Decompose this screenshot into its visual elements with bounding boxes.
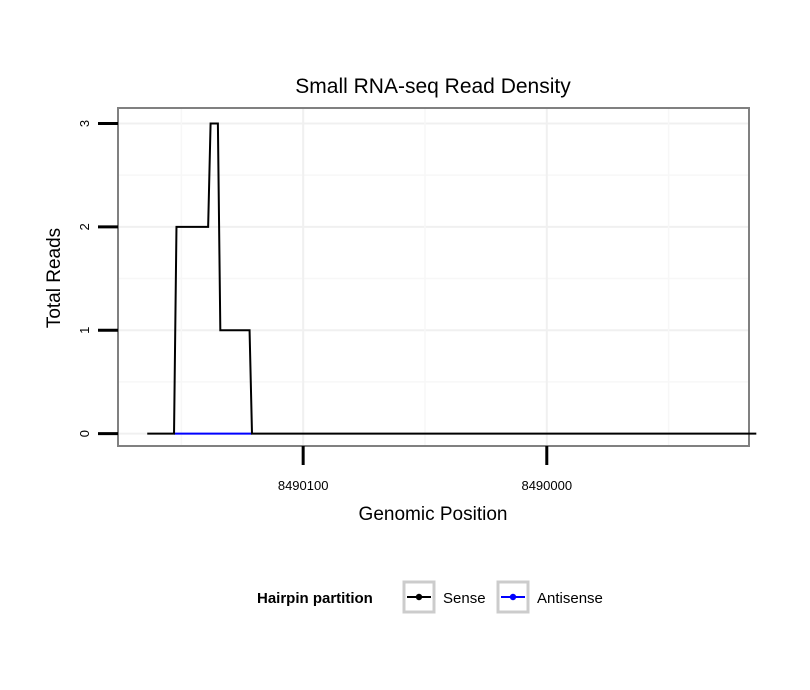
y-axis-label: Total Reads [44,228,65,328]
chart-title: Small RNA-seq Read Density [295,75,571,98]
x-tick-label: 8490100 [278,478,329,493]
x-axis: 8490100 8490000 [278,446,572,493]
y-tick-label: 2 [77,223,92,230]
y-tick-label: 1 [77,327,92,334]
grid [118,108,749,446]
legend: Hairpin partition Sense Antisense [257,580,603,614]
y-tick-label: 0 [77,430,92,437]
series-line-sense [147,122,757,435]
x-axis-label: Genomic Position [359,504,508,525]
plot-panel-border [117,107,750,447]
legend-key-antisense-point [509,593,517,601]
legend-key-sense-point [415,593,423,601]
series-layer [147,122,757,435]
legend-title: Hairpin partition [257,590,373,607]
y-axis: 0 1 2 3 [77,120,118,437]
legend-label-antisense: Antisense [537,590,603,607]
x-tick-label: 8490000 [521,478,572,493]
y-tick-label: 3 [77,120,92,127]
legend-label-sense: Sense [443,590,486,607]
